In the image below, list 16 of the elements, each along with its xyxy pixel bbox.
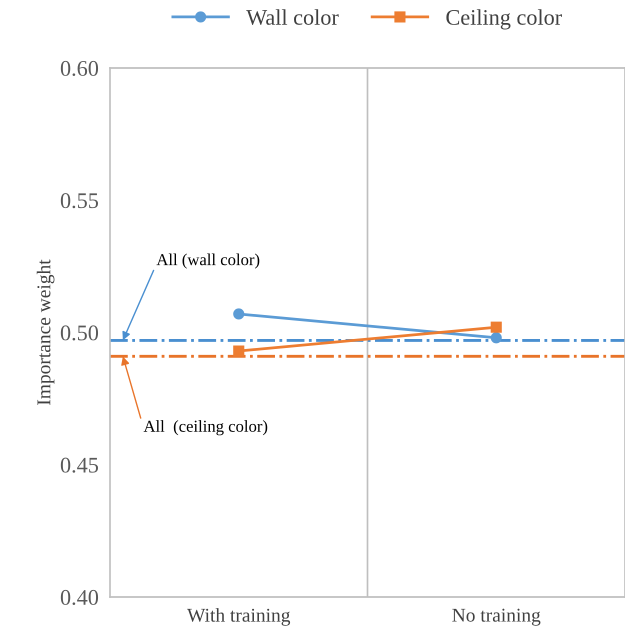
point — [233, 308, 244, 320]
y-tick-label: 0.40 — [60, 590, 98, 606]
x-tick-label: With training — [187, 608, 290, 626]
legend-label: Wall color — [246, 9, 339, 26]
y-tick-label: 0.50 — [60, 325, 98, 341]
y-tick-label: 0.55 — [60, 193, 98, 208]
ref-line-label: All (wall color) — [156, 254, 260, 269]
y-tick-label: 0.45 — [60, 458, 98, 473]
y-tick-label: 0.60 — [60, 60, 98, 76]
legend-label: Ceiling color — [446, 9, 562, 30]
point — [490, 332, 502, 344]
x-tick-label: No training — [452, 608, 540, 626]
y-axis-title: Importance weight — [36, 259, 54, 405]
point — [490, 322, 502, 333]
point — [233, 345, 244, 357]
ref-line-label: All (ceiling color) — [144, 420, 268, 436]
